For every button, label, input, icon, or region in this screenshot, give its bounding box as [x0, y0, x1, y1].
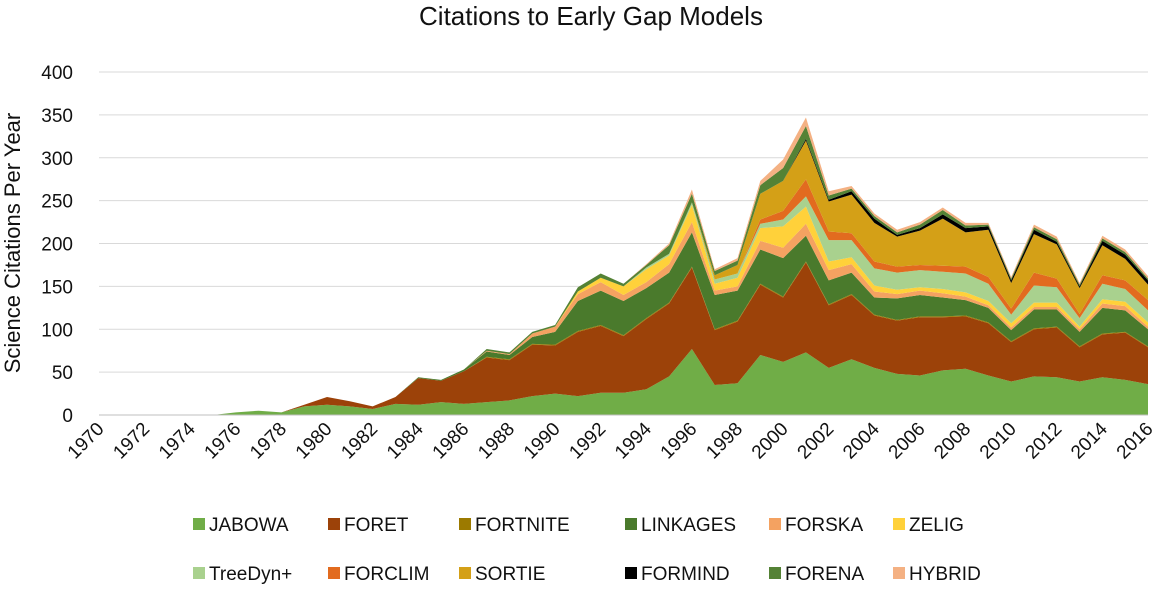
- x-tick-label: 1998: [702, 419, 747, 464]
- x-tick-label: 1984: [383, 418, 428, 463]
- legend-swatch-forska: [769, 518, 781, 530]
- legend-label-hybrid: HYBRID: [909, 564, 981, 585]
- x-tick-label: 1996: [657, 419, 702, 464]
- legend-swatch-linkages: [625, 518, 637, 530]
- y-tick-label: 50: [52, 363, 73, 384]
- x-tick-label: 1976: [201, 419, 246, 464]
- legend: JABOWA FORET FORTNITE LINKAGES FORSKA ZELIG Tr…: [193, 515, 981, 585]
- area-series-group: [99, 117, 1148, 416]
- legend-label-linkages: LINKAGES: [641, 515, 736, 536]
- area-series-jabowa: [99, 348, 1148, 415]
- legend-swatch-jabowa: [193, 518, 205, 530]
- y-tick-label: 250: [41, 192, 73, 213]
- legend-swatch-sortie: [459, 567, 471, 579]
- y-tick-label: 150: [41, 277, 73, 298]
- legend-swatch-zelig: [893, 518, 905, 530]
- legend-label-treedyn-: TreeDyn+: [209, 564, 292, 585]
- x-tick-label: 2008: [930, 419, 975, 464]
- legend-label-forena: FORENA: [785, 564, 865, 585]
- y-tick-label: 300: [41, 149, 73, 170]
- x-tick-label: 1986: [429, 419, 474, 464]
- x-tick-label: 1994: [611, 418, 656, 463]
- x-tick-label: 1978: [246, 419, 291, 464]
- legend-label-foret: FORET: [344, 515, 409, 536]
- legend-swatch-treedyn-: [193, 567, 205, 579]
- x-tick-label: 2014: [1067, 418, 1112, 463]
- y-tick-label: 400: [41, 63, 73, 84]
- x-tick-label: 2006: [885, 419, 930, 464]
- x-tick-label: 1980: [292, 419, 337, 464]
- legend-swatch-hybrid: [893, 567, 905, 579]
- legend-label-formind: FORMIND: [641, 564, 730, 585]
- legend-label-sortie: SORTIE: [475, 564, 545, 585]
- y-tick-label: 200: [41, 235, 73, 256]
- x-tick-label: 1990: [520, 419, 565, 464]
- legend-label-zelig: ZELIG: [909, 515, 964, 536]
- legend-swatch-foret: [328, 518, 340, 530]
- legend-swatch-forena: [769, 567, 781, 579]
- legend-label-jabowa: JABOWA: [209, 515, 289, 536]
- area-series-foret: [99, 262, 1148, 415]
- x-tick-label: 1972: [109, 419, 154, 464]
- legend-swatch-fortnite: [459, 518, 471, 530]
- x-tick-label: 2000: [748, 419, 793, 464]
- y-tick-label: 100: [41, 320, 73, 341]
- x-tick-label: 2016: [1113, 419, 1154, 464]
- chart-title: Citations to Early Gap Models: [419, 1, 763, 31]
- y-axis-title: Science Citations Per Year: [0, 113, 25, 374]
- x-tick-label: 1988: [474, 419, 519, 464]
- x-tick-label: 2004: [839, 418, 884, 463]
- y-tick-label: 0: [62, 406, 73, 427]
- x-tick-label: 2012: [1022, 419, 1067, 464]
- legend-label-forclim: FORCLIM: [344, 564, 430, 585]
- legend-swatch-formind: [625, 567, 637, 579]
- legend-swatch-forclim: [328, 567, 340, 579]
- x-tick-label: 1974: [155, 418, 200, 463]
- x-tick-label: 2010: [976, 419, 1021, 464]
- y-tick-label: 350: [41, 106, 73, 127]
- x-tick-label: 1982: [337, 419, 382, 464]
- x-tick-label: 1992: [565, 419, 610, 464]
- area-series-linkages: [99, 232, 1148, 415]
- legend-label-forska: FORSKA: [785, 515, 863, 536]
- x-tick-label: 2002: [794, 419, 839, 464]
- legend-label-fortnite: FORTNITE: [475, 515, 570, 536]
